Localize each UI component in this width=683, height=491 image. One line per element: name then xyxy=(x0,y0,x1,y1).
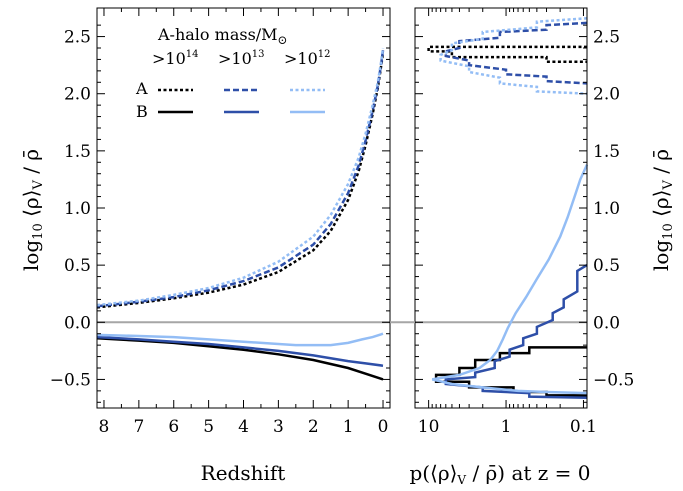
legend-col-14-exp: 14 xyxy=(186,49,199,60)
left-y-tick-label-3: 1.0 xyxy=(64,199,91,219)
left-y-tick-label-6: 2.5 xyxy=(64,28,91,48)
right-x-axis-label: p(⟨ρ⟩V / ρ̄) at z = 0 xyxy=(409,461,590,487)
left-series-group xyxy=(96,47,385,381)
left-y-tick-label-4: 1.5 xyxy=(64,142,91,162)
left-y-axis-label-sub2: V xyxy=(31,180,46,191)
left-series-line-2 xyxy=(96,47,385,307)
legend-col-13-exp: 13 xyxy=(252,49,265,60)
left-x-tick-label-1: 7 xyxy=(133,417,144,437)
left-x-ticks: 8 7 6 5 4 3 2 1 0 xyxy=(99,8,389,437)
right-y-axis-label-main: log xyxy=(649,240,673,271)
left-y-axis-label-sub: 10 xyxy=(31,223,46,240)
right-y-axis-label: log10 ⟨ρ⟩V / ρ̄ xyxy=(649,149,676,271)
legend-title-text: A-halo mass/M xyxy=(157,25,278,44)
left-y-axis-label: log10 ⟨ρ⟩V / ρ̄ xyxy=(19,149,46,271)
legend: A-halo mass/M⊙ >1014 >1013 >1012 A B xyxy=(135,25,331,121)
right-series-line-3 xyxy=(434,346,587,397)
left-x-tick-label-0: 8 xyxy=(99,417,110,437)
legend-row-b: B xyxy=(136,102,148,121)
right-series-line-1 xyxy=(444,21,588,85)
right-y-tick-label-3: 1.0 xyxy=(593,199,620,219)
right-series-group xyxy=(427,17,589,399)
right-panel: −0.5 0.0 0.5 1.0 1.5 2.0 2.5 10 1 0.1 xyxy=(414,7,634,437)
right-x-tick-label-0: 10 xyxy=(418,417,440,437)
right-y-axis-label-sub: 10 xyxy=(661,223,676,240)
left-y-tick-label-1: 0.0 xyxy=(64,313,91,333)
left-x-tick-label-7: 1 xyxy=(343,417,354,437)
right-y-tick-label-4: 1.5 xyxy=(593,142,620,162)
left-x-tick-label-2: 6 xyxy=(168,417,179,437)
right-x-tick-label-1: 1 xyxy=(501,417,512,437)
left-x-tick-label-3: 5 xyxy=(203,417,214,437)
left-series-line-1 xyxy=(96,50,385,308)
right-y-tick-label-5: 2.0 xyxy=(593,85,620,105)
right-x-axis-label-main: p(⟨ρ⟩ xyxy=(409,461,457,485)
legend-col-13-base: >10 xyxy=(218,49,252,68)
left-series-line-4 xyxy=(96,335,384,367)
legend-title-symbol: ⊙ xyxy=(278,33,288,47)
right-series-line-0 xyxy=(427,45,587,63)
left-x-tick-label-8: 0 xyxy=(378,417,389,437)
left-y-ticks: −0.5 0.0 0.5 1.0 1.5 2.0 2.5 xyxy=(50,24,390,403)
legend-col-12-exp: 12 xyxy=(318,49,331,60)
left-y-axis-label-main: log xyxy=(19,240,43,271)
right-y-axis-label-end: / ρ̄ xyxy=(649,149,673,180)
left-y-tick-label-2: 0.5 xyxy=(64,256,91,276)
right-x-ticks: 10 1 0.1 xyxy=(418,8,597,437)
left-series-line-5 xyxy=(96,332,384,347)
right-y-tick-label-1: 0.0 xyxy=(593,313,620,333)
legend-title: A-halo mass/M⊙ xyxy=(157,25,288,47)
right-x-axis-label-sub: V xyxy=(456,473,466,487)
left-panel: −0.5 0.0 0.5 1.0 1.5 2.0 2.5 8 7 6 5 4 3 2 1 0 xyxy=(50,7,391,437)
left-series-line-0 xyxy=(96,52,385,309)
legend-col-13: >1013 xyxy=(218,49,265,68)
right-y-tick-label-6: 2.5 xyxy=(593,28,620,48)
legend-col-12-base: >10 xyxy=(284,49,318,68)
right-y-tick-label-2: 0.5 xyxy=(593,256,620,276)
right-y-tick-label-0: −0.5 xyxy=(593,370,634,390)
left-x-tick-label-4: 4 xyxy=(238,417,249,437)
right-x-tick-label-2: 0.1 xyxy=(570,417,597,437)
left-x-axis-label: Redshift xyxy=(201,461,286,485)
left-x-tick-label-5: 3 xyxy=(273,417,284,437)
legend-row-a: A xyxy=(135,79,148,98)
legend-col-12: >1012 xyxy=(284,49,331,68)
right-x-axis-label-rest: / ρ̄) at z = 0 xyxy=(466,461,590,485)
right-y-axis-label-rest: ⟨ρ⟩ xyxy=(649,190,673,224)
left-y-tick-label-5: 2.0 xyxy=(64,85,91,105)
left-y-tick-label-0: −0.5 xyxy=(50,370,91,390)
legend-col-14-base: >10 xyxy=(152,49,186,68)
right-y-axis-label-sub2: V xyxy=(661,180,676,191)
right-y-ticks: −0.5 0.0 0.5 1.0 1.5 2.0 2.5 xyxy=(415,24,634,403)
left-y-axis-label-end: / ρ̄ xyxy=(19,149,43,180)
right-series-line-5 xyxy=(431,164,589,395)
left-y-axis-label-rest: ⟨ρ⟩ xyxy=(19,190,43,224)
right-series-line-2 xyxy=(439,17,588,95)
right-series-line-4 xyxy=(444,264,588,399)
left-x-tick-label-6: 2 xyxy=(308,417,319,437)
legend-col-14: >1014 xyxy=(152,49,199,68)
